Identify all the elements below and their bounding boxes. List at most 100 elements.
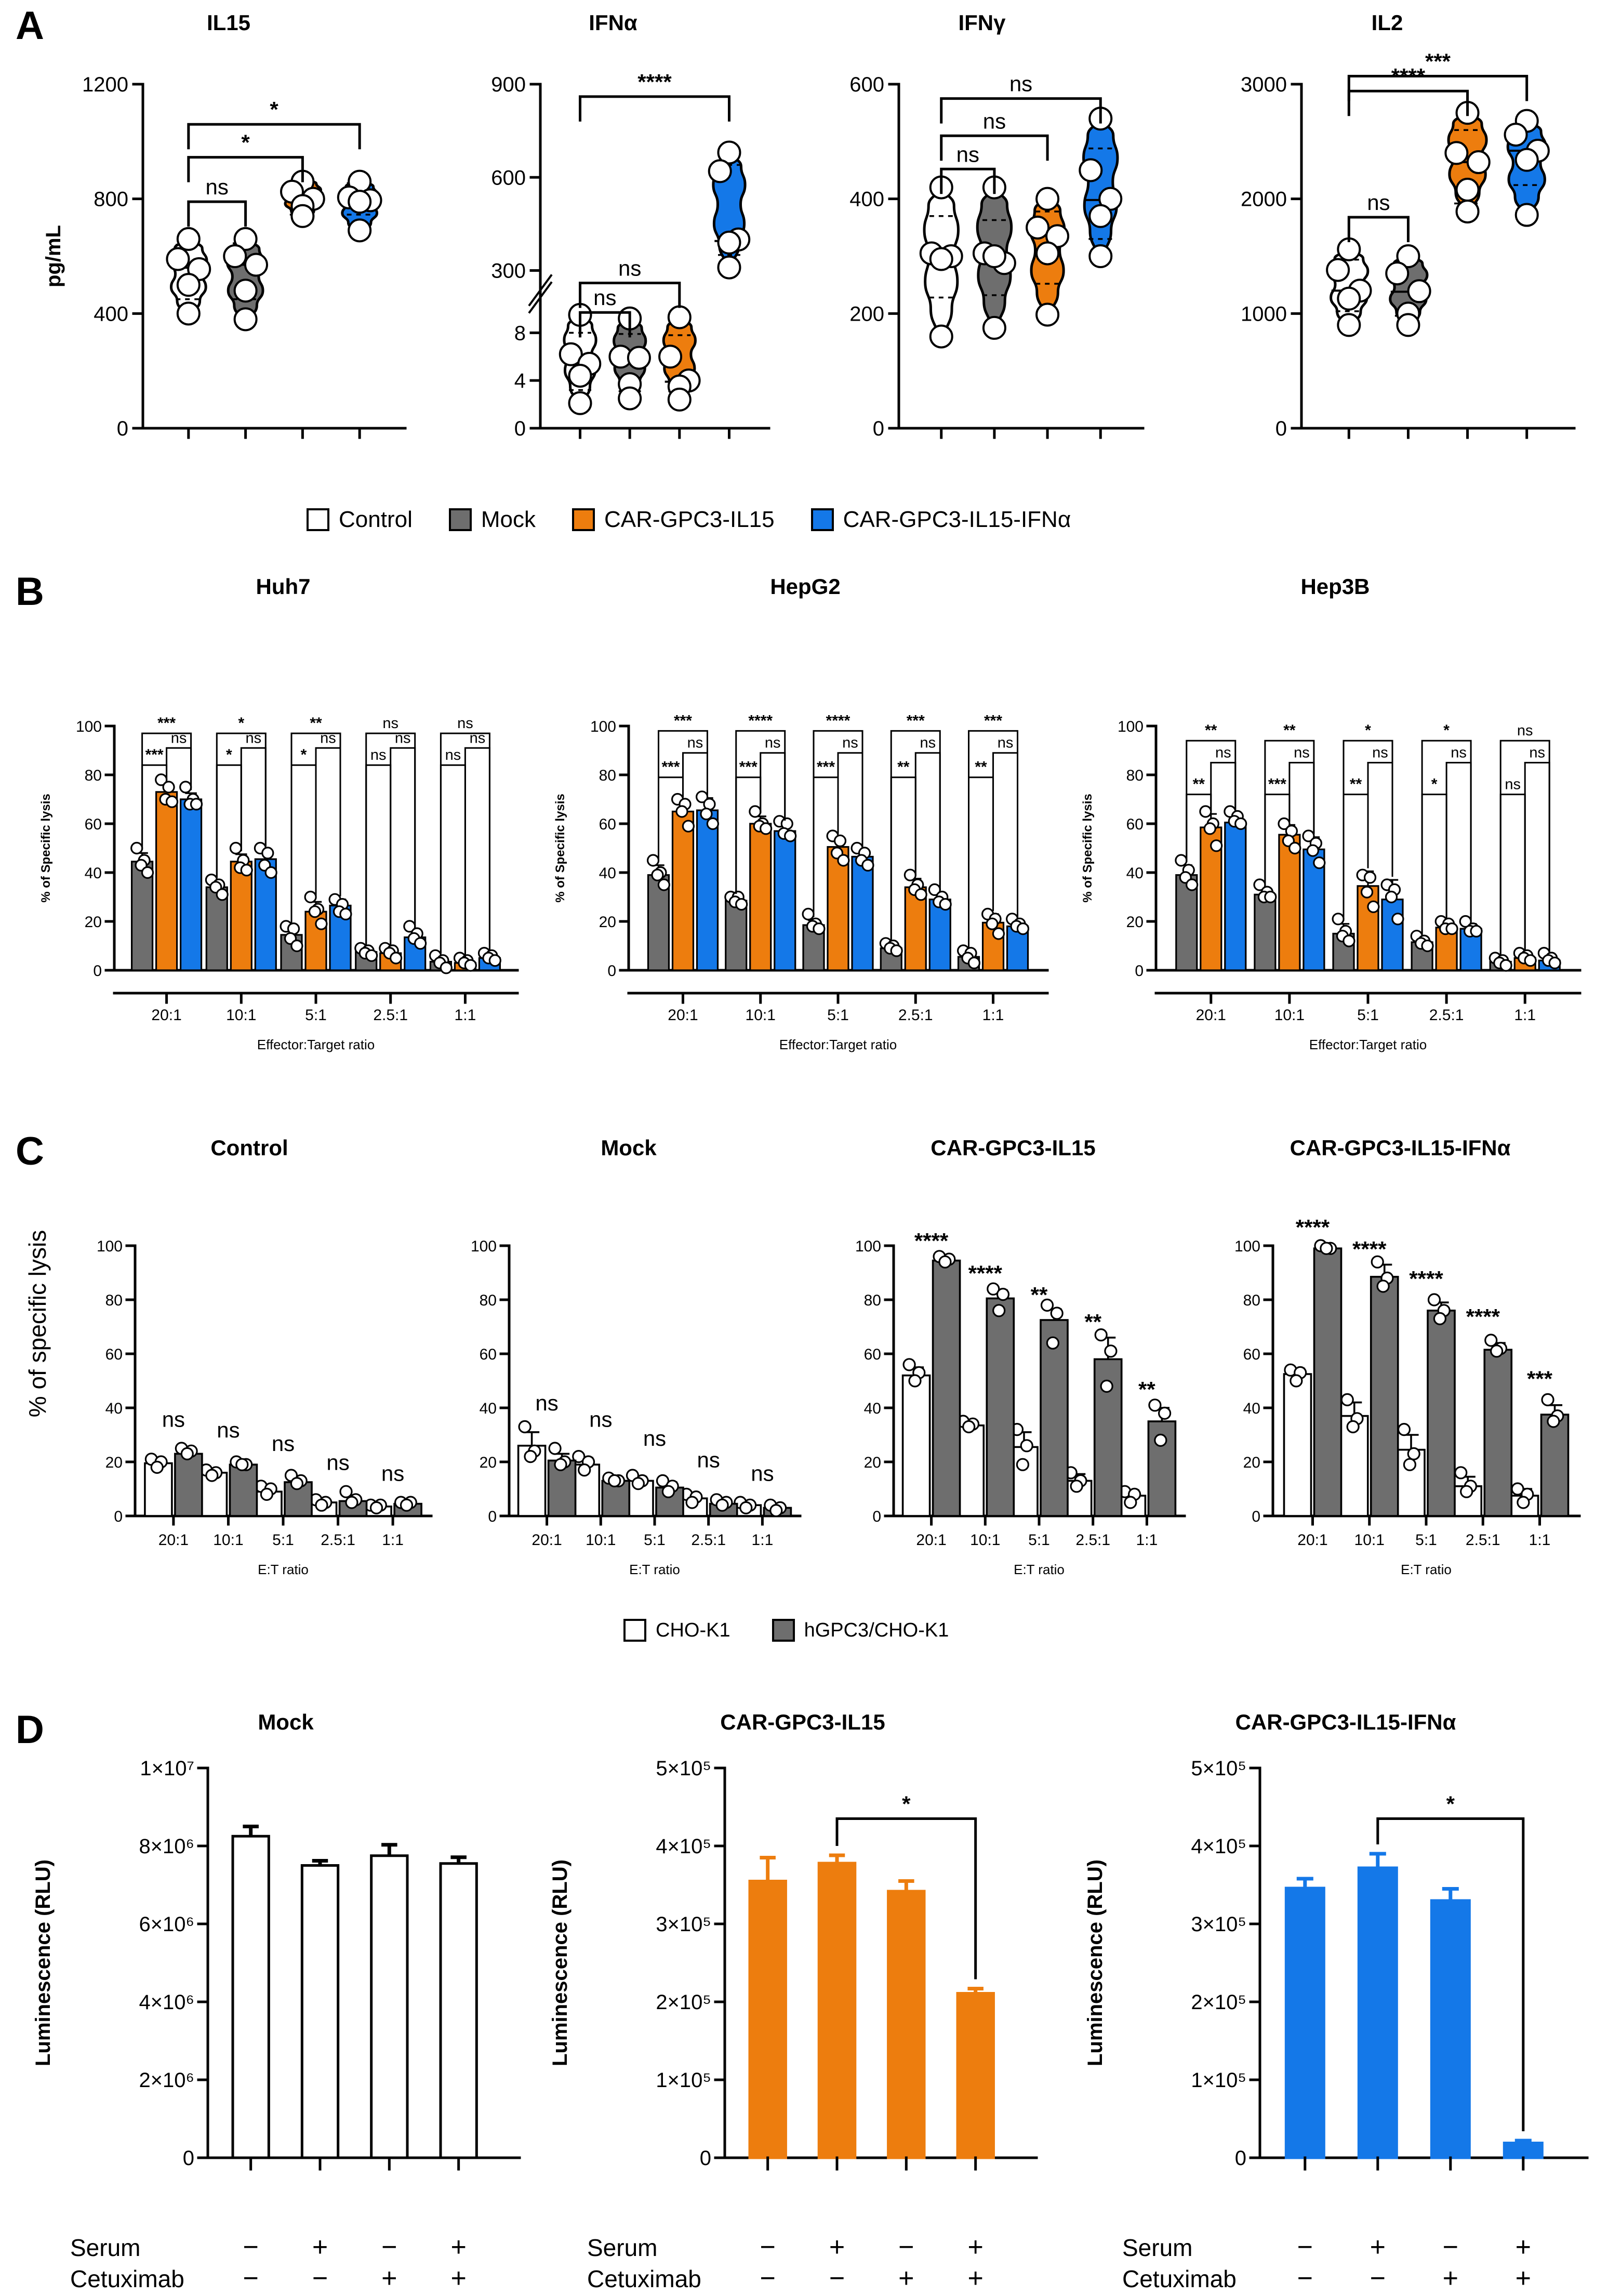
data-point <box>554 1458 567 1471</box>
data-point <box>1421 939 1434 953</box>
svg-text:200: 200 <box>849 302 884 325</box>
data-point <box>938 1255 952 1269</box>
svg-text:****: **** <box>968 1261 1003 1286</box>
data-point <box>244 253 268 277</box>
sig-bracket <box>992 752 1019 918</box>
data-point <box>986 917 999 930</box>
svg-text:1:1: 1:1 <box>752 1532 774 1549</box>
sig-bracket <box>579 281 681 308</box>
svg-text:100: 100 <box>471 1238 497 1255</box>
data-point <box>216 888 229 901</box>
chart-wrap-C-Mock: Mock 0 20 40 60 80 100 20:1 10:1 5:1 2.5:1 1:1 ns ns n… <box>447 1136 810 1594</box>
svg-text:80: 80 <box>599 767 616 784</box>
svg-text:*: * <box>301 746 307 763</box>
data-point <box>315 1498 328 1512</box>
chart-title-B-Hep3B: Hep3B <box>1300 574 1370 599</box>
bar-D-CAR-IL15-IFNa-0 <box>1284 1877 1325 2159</box>
data-point <box>390 952 403 965</box>
svg-text:20:1: 20:1 <box>668 1007 698 1024</box>
svg-text:1:1: 1:1 <box>455 1007 476 1024</box>
legend-item-0: Control <box>307 507 413 533</box>
bar-B-Huh7-1-2 <box>254 841 277 971</box>
condition-value: + <box>381 2263 397 2293</box>
chart-wrap-B-Hep3B: Hep3B 0 20 40 60 80 100 20:1 10:1 5:1 2.5:1 1:1 ** **… <box>1078 574 1592 1052</box>
bar-C-CAR-IL15-4-1 <box>1147 1398 1177 1517</box>
svg-text:*: * <box>1365 722 1371 739</box>
condition-name: Serum <box>1122 2234 1193 2261</box>
data-point <box>1466 150 1491 175</box>
data-point <box>1427 1293 1441 1307</box>
svg-text:5×10⁵: 5×10⁵ <box>1191 1757 1246 1780</box>
svg-text:E:T ratio: E:T ratio <box>1401 1562 1452 1577</box>
data-point <box>903 868 916 881</box>
data-point <box>813 922 826 935</box>
condition-row-1: Cetuximab − − + + <box>70 2263 569 2296</box>
data-point <box>735 898 748 911</box>
bar-C-Control-2-1 <box>284 1469 313 1517</box>
chart-wrap-D-CAR-IL15: CAR-GPC3-IL15 0 1×10⁵ 2×10⁵ 3×10⁵ 4×10⁵ 5×10⁵ *… <box>549 1710 1052 2293</box>
data-point <box>802 907 815 921</box>
svg-text:100: 100 <box>855 1238 881 1255</box>
svg-text:40: 40 <box>599 865 616 882</box>
bar <box>748 1880 787 2159</box>
chart-wrap-A-IL15: IL15 0 400 800 1200 ns * * pg/mL <box>31 10 426 474</box>
bar-B-Huh7-3-2 <box>403 920 427 971</box>
violin-A-IFNg-0 <box>919 175 963 349</box>
data-point <box>1186 878 1199 891</box>
bar-C-CAR-IL15-IFNa-1-0 <box>1339 1393 1369 1517</box>
condition-value: − <box>760 2263 776 2293</box>
svg-text:40: 40 <box>1243 1400 1260 1417</box>
data-point <box>1158 1406 1172 1420</box>
sig-bracket <box>837 752 863 848</box>
chart-title-D-Mock: Mock <box>258 1710 314 1734</box>
chart-wrap-D-CAR-IL15-IFNa: CAR-GPC3-IL15-IFNα 0 1×10⁵ 2×10⁵ 3×10⁵ 4×10⁵ 5… <box>1084 1710 1603 2293</box>
condition-value: + <box>450 2232 467 2262</box>
bar <box>986 1297 1015 1517</box>
legend-swatch-icon <box>448 508 472 531</box>
data-point <box>667 387 692 412</box>
bar <box>1040 1319 1069 1517</box>
bar-C-CAR-IL15-IFNa-4-1 <box>1540 1393 1570 1517</box>
data-point <box>861 859 874 872</box>
bar-C-Control-3-0 <box>308 1493 338 1517</box>
svg-text:2×10⁶: 2×10⁶ <box>139 2069 194 2092</box>
bar-B-Huh7-0-1 <box>155 773 179 971</box>
svg-text:40: 40 <box>480 1400 497 1417</box>
svg-text:800: 800 <box>94 188 128 211</box>
bar <box>696 809 719 971</box>
chart-wrap-B-Huh7: Huh7 0 20 40 60 80 100 20:1 10:1 5:1 2.5:1 1:1 *** **… <box>36 574 530 1052</box>
condition-value: + <box>1515 2232 1531 2262</box>
svg-text:**: ** <box>1350 776 1362 793</box>
bar <box>1357 885 1379 971</box>
svg-text:ns: ns <box>272 1431 295 1456</box>
bar-B-Huh7-4-1 <box>453 952 477 972</box>
svg-text:Luminescence (RLU): Luminescence (RLU) <box>32 1859 55 2066</box>
chart-title-A-IFNa: IFNα <box>589 10 637 35</box>
data-point <box>1548 956 1561 970</box>
svg-text:5:1: 5:1 <box>305 1007 327 1024</box>
chart-D-Mock: 0 2×10⁶ 4×10⁶ 6×10⁶ 8×10⁶ 1×10⁷ Luminescence (… <box>32 1757 521 2171</box>
bar-C-Control-0-0 <box>144 1453 173 1517</box>
condition-table-D-CAR-IL15: Serum − + − + Cetuximab − − + + <box>587 2232 1086 2296</box>
sig-bracket <box>1210 762 1237 811</box>
bar-B-Huh7-0-0 <box>130 841 154 971</box>
svg-text:% of Specific lysis: % of Specific lysis <box>39 794 53 902</box>
violin-A-IL15-0 <box>166 227 211 326</box>
sig-bracket <box>187 123 361 150</box>
svg-text:60: 60 <box>864 1346 881 1363</box>
data-point <box>290 204 315 228</box>
data-point <box>1407 1447 1420 1461</box>
data-point <box>290 1476 303 1490</box>
bar <box>749 823 772 971</box>
legend-swatch-icon <box>307 508 329 531</box>
data-point <box>233 279 258 303</box>
bar-B-HepG2-0-0 <box>646 854 670 971</box>
data-point <box>568 391 592 415</box>
bar-B-HepG2-1-0 <box>724 890 748 971</box>
svg-text:2.5:1: 2.5:1 <box>898 1007 933 1024</box>
svg-text:600: 600 <box>491 166 526 189</box>
svg-text:5:1: 5:1 <box>272 1532 294 1549</box>
